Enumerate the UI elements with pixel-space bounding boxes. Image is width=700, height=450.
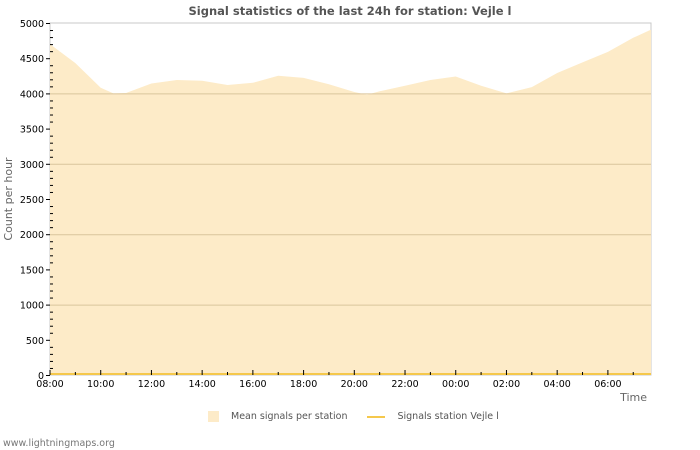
y-tick-label: 4500 <box>20 54 44 65</box>
mean-signals-area <box>50 30 651 375</box>
y-tick-label: 2000 <box>20 230 44 241</box>
y-tick-label: 3500 <box>20 125 44 136</box>
legend-label-mean-signals: Mean signals per station <box>231 411 348 422</box>
x-tick-label: 10:00 <box>87 379 114 390</box>
x-tick-label: 22:00 <box>391 379 418 390</box>
legend-label-station-signals: Signals station Vejle l <box>397 411 499 422</box>
x-tick-label: 02:00 <box>493 379 520 390</box>
legend-item-mean-signals[interactable]: Mean signals per station <box>208 411 347 422</box>
y-tick-label: 2500 <box>20 195 44 206</box>
y-axis-title: Count per hour <box>2 157 15 241</box>
y-tick-label: 1000 <box>20 301 44 312</box>
x-tick-label: 08:00 <box>36 379 63 390</box>
x-tick-label: 06:00 <box>594 379 621 390</box>
y-tick-label: 3000 <box>20 160 44 171</box>
y-tick-label: 0 <box>38 371 44 382</box>
y-tick-label: 1500 <box>20 265 44 276</box>
area-swatch-icon <box>208 411 219 422</box>
x-tick-label: 00:00 <box>442 379 469 390</box>
footer-credit[interactable]: www.lightningmaps.org <box>3 438 115 449</box>
legend: Mean signals per station Signals station… <box>208 411 519 422</box>
line-swatch-icon <box>367 415 386 418</box>
legend-item-station-signals[interactable]: Signals station Vejle l <box>367 411 499 422</box>
x-tick-label: 20:00 <box>341 379 368 390</box>
x-tick-label: 16:00 <box>239 379 266 390</box>
x-axis-title: Time <box>619 391 647 404</box>
y-tick-label: 5000 <box>20 19 44 30</box>
x-tick-label: 18:00 <box>290 379 317 390</box>
y-tick-label: 500 <box>26 336 44 347</box>
x-tick-label: 14:00 <box>188 379 215 390</box>
y-tick-label: 4000 <box>20 89 44 100</box>
x-tick-label: 12:00 <box>138 379 165 390</box>
chart-title: Signal statistics of the last 24h for st… <box>188 4 512 18</box>
x-tick-label: 04:00 <box>543 379 570 390</box>
